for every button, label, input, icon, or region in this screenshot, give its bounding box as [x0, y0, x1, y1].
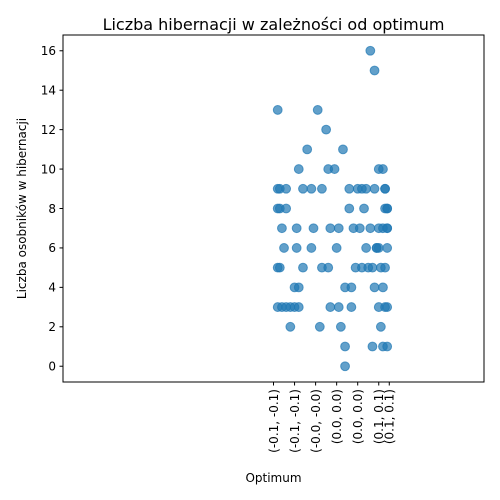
data-point [291, 223, 302, 234]
data-point [314, 321, 325, 332]
data-point [380, 183, 390, 194]
x-tick-label: (-0.1, -0.1) [267, 389, 281, 453]
data-point [281, 183, 292, 194]
data-point [333, 302, 344, 312]
x-tick-label: (0.1, 0.1) [383, 389, 397, 444]
y-tick-label: 10 [41, 162, 56, 176]
data-point [285, 321, 296, 332]
data-point [354, 223, 365, 234]
x-tick-label: (0.0, 0.0) [330, 389, 344, 444]
y-tick-label: 16 [41, 44, 56, 58]
data-point [382, 341, 393, 352]
data-point [344, 183, 355, 194]
y-tick-label: 0 [48, 360, 56, 374]
data-point [382, 243, 393, 253]
data-point [325, 223, 336, 234]
y-axis: 0 2 4 6 8 10 12 14 16 [41, 44, 63, 374]
data-point [279, 243, 289, 253]
chart-title: Liczba hibernacji w zależności od optimu… [103, 15, 445, 34]
x-tick-label: (0.1, 0.1) [372, 389, 386, 444]
data-point [293, 282, 304, 293]
x-axis: (-0.1, -0.1) (-0.1, -0.1) (-0.0, -0.0) (0.0… [267, 382, 397, 453]
data-point [365, 45, 376, 56]
data-point [306, 243, 317, 253]
data-point [333, 223, 344, 234]
data-point [369, 65, 380, 76]
data-point [331, 243, 342, 253]
data-point [277, 223, 287, 234]
data-point [312, 105, 323, 115]
data-point [298, 183, 308, 194]
data-point [361, 183, 372, 194]
data-point [281, 203, 292, 214]
y-axis-label: Liczba osobników w hibernacji [15, 118, 29, 299]
data-point [335, 321, 346, 332]
data-point [373, 243, 384, 253]
y-tick-label: 8 [48, 202, 56, 216]
points-layer [272, 45, 393, 372]
data-point [325, 302, 336, 312]
data-point [382, 302, 393, 312]
y-tick-label: 6 [48, 241, 56, 255]
data-point [291, 243, 302, 253]
data-point [378, 164, 388, 174]
x-axis-label: Optimum [245, 471, 301, 485]
data-point [380, 262, 390, 273]
data-point [346, 282, 357, 293]
data-point [293, 302, 304, 312]
data-point [340, 361, 350, 372]
data-point [340, 341, 350, 352]
data-point [293, 164, 304, 174]
data-point [375, 321, 386, 332]
data-point [302, 144, 313, 155]
y-tick-label: 12 [41, 123, 56, 137]
x-tick-label: (0.0, 0.0) [351, 389, 365, 444]
data-point [323, 262, 334, 273]
data-point [329, 164, 340, 174]
x-tick-label: (-0.1, -0.1) [288, 389, 302, 453]
data-point [359, 203, 369, 214]
y-tick-label: 14 [41, 84, 56, 98]
data-point [317, 183, 327, 194]
x-tick-label: (-0.0, -0.0) [309, 389, 323, 453]
data-point [365, 223, 376, 234]
data-point [298, 262, 308, 273]
data-point [367, 341, 378, 352]
data-point [306, 183, 317, 194]
data-point [308, 223, 319, 234]
y-tick-label: 4 [48, 281, 56, 295]
data-point [361, 243, 372, 253]
data-point [346, 302, 357, 312]
data-point [321, 124, 332, 135]
data-point [274, 262, 285, 273]
data-point [338, 144, 348, 155]
data-point [382, 223, 393, 234]
data-point [344, 203, 355, 214]
data-point [378, 282, 388, 293]
data-point [272, 105, 283, 115]
data-point [369, 183, 380, 194]
data-point [382, 203, 393, 214]
y-tick-label: 2 [48, 320, 56, 334]
data-point [369, 282, 380, 293]
data-point [367, 262, 378, 273]
